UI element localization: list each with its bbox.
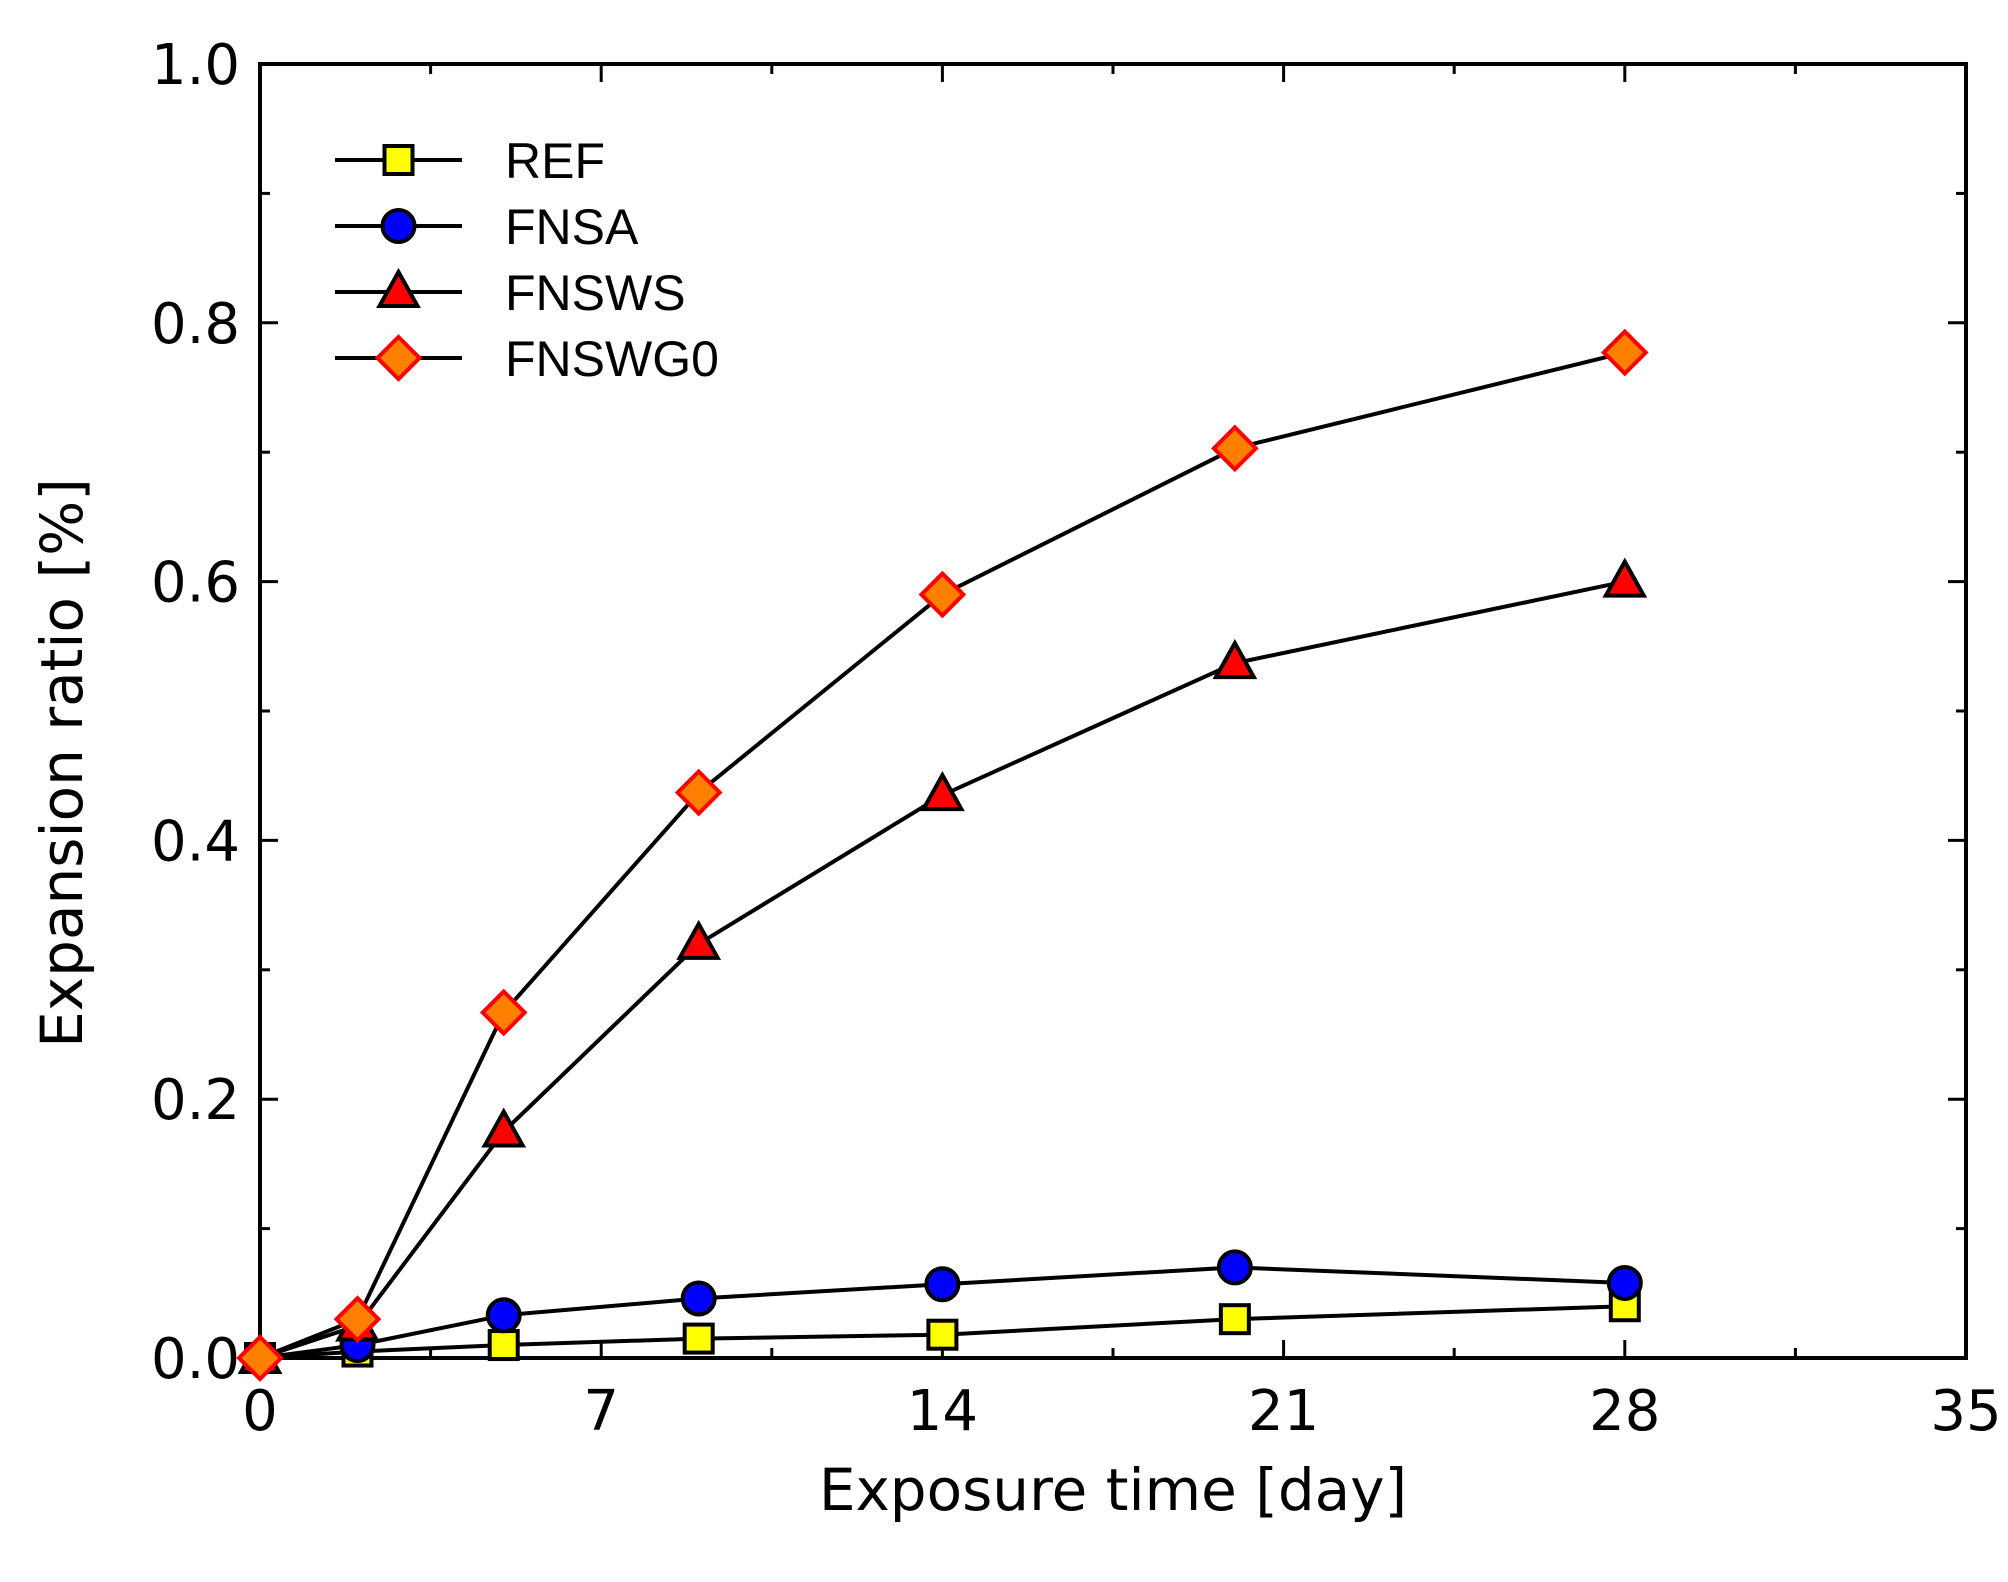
data-point-fnswg0	[918, 570, 967, 619]
data-point-fnsws	[1602, 557, 1648, 598]
legend-label: REF	[505, 133, 605, 189]
y-axis-title: Expansion ratio [%]	[28, 478, 96, 1048]
data-point-fnsa	[1606, 1264, 1643, 1301]
x-tick-label: 0	[242, 1379, 278, 1444]
legend-marker-fnsws	[376, 267, 421, 308]
legend-marker-fnswg0	[374, 334, 423, 382]
x-tick-label: 7	[583, 1379, 619, 1444]
x-tick-label: 28	[1589, 1379, 1660, 1444]
data-point-fnsws	[919, 771, 965, 812]
x-axis-title: Exposure time [day]	[819, 1456, 1407, 1524]
data-point-ref	[682, 1322, 715, 1355]
data-point-fnsws	[481, 1107, 527, 1148]
data-point-fnswg0	[479, 988, 528, 1037]
legend-label: FNSWG0	[505, 331, 719, 387]
legend-marker-fnsa	[380, 208, 417, 244]
data-point-fnswg0	[333, 1295, 382, 1344]
series-ref	[244, 1290, 1641, 1374]
y-tick-label: 0.4	[151, 809, 240, 874]
legend-item-fnsa: FNSA	[335, 199, 639, 255]
data-point-fnswg0	[236, 1334, 284, 1382]
data-point-fnsws	[676, 919, 722, 960]
data-point-fnsa	[924, 1266, 961, 1303]
data-point-ref	[487, 1329, 520, 1362]
series-line-fnswg0	[259, 350, 1626, 1360]
series-fnsws	[237, 557, 1648, 1374]
data-point-fnswg0	[674, 768, 723, 817]
legend-label: FNSWS	[505, 265, 686, 321]
data-point-fnsa	[680, 1280, 717, 1317]
legend: REF FNSA FNSWS FNSWG0	[335, 133, 719, 387]
series-fnswg0	[236, 328, 1649, 1382]
y-tick-label: 0.8	[151, 292, 240, 357]
y-tick-label: 0.0	[151, 1327, 240, 1392]
y-tick-label: 0.2	[151, 1068, 240, 1133]
series-layer	[236, 328, 1649, 1382]
series-fnsa	[242, 1249, 1643, 1376]
x-tick-label: 21	[1248, 1379, 1319, 1444]
plot-frame	[258, 62, 1968, 1360]
data-point-fnswg0	[1211, 424, 1259, 473]
series-line-fnsws	[259, 579, 1626, 1360]
x-tick-label: 14	[907, 1379, 978, 1444]
data-point-fnsa	[1216, 1249, 1253, 1286]
y-tick-label: 0.6	[151, 551, 240, 616]
data-point-fnsa	[485, 1297, 522, 1334]
data-point-ref	[926, 1318, 959, 1351]
legend-marker-ref	[382, 144, 415, 176]
data-point-fnswg0	[1600, 328, 1649, 377]
y-tick-label: 1.0	[151, 33, 240, 98]
axis-ticks	[258, 62, 1968, 1360]
legend-item-fnswg0: FNSWG0	[335, 331, 719, 387]
legend-item-fnsws: FNSWS	[335, 265, 686, 321]
legend-item-ref: REF	[335, 133, 605, 189]
legend-label: FNSA	[505, 199, 639, 255]
data-point-ref	[1218, 1303, 1251, 1336]
tick-labels: 0 7 14 21 28 35 0.0 0.2 0.4 0.6 0.8 1.0	[151, 33, 2002, 1444]
data-point-fnsws	[1212, 639, 1258, 680]
x-tick-label: 35	[1930, 1379, 2001, 1444]
